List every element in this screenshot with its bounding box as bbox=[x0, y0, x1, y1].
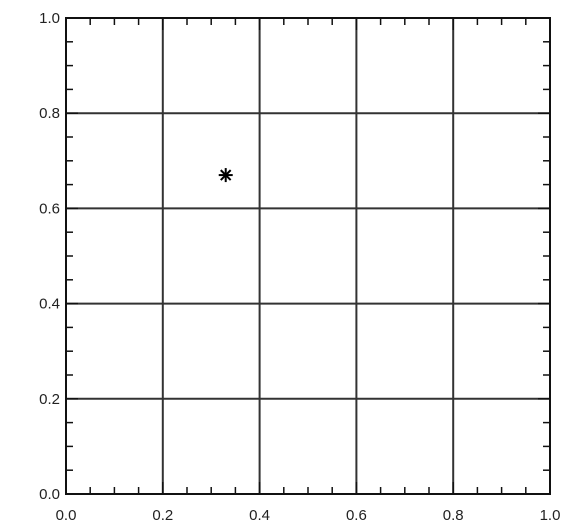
y-tick-label: 0.4 bbox=[39, 296, 60, 313]
x-tick-label: 0.0 bbox=[56, 507, 77, 524]
minor-ticks bbox=[65, 17, 551, 495]
x-axis-tick-labels: 0.0 0.2 0.4 0.6 0.8 1.0 bbox=[56, 507, 561, 524]
x-tick-label: 0.4 bbox=[249, 507, 270, 524]
data-point-asterisk bbox=[218, 168, 233, 183]
x-tick-label: 0.6 bbox=[346, 507, 367, 524]
y-tick-label: 0.2 bbox=[39, 391, 60, 408]
x-tick-label: 0.2 bbox=[152, 507, 173, 524]
x-tick-label: 0.8 bbox=[443, 507, 464, 524]
plot-frame bbox=[65, 17, 551, 495]
y-tick-label: 0.0 bbox=[39, 486, 60, 503]
grid bbox=[66, 18, 550, 494]
data-points bbox=[218, 168, 233, 183]
y-tick-label: 0.8 bbox=[39, 105, 60, 122]
y-tick-label: 0.6 bbox=[39, 200, 60, 217]
x-tick-label: 1.0 bbox=[540, 507, 561, 524]
y-axis-tick-labels: 0.0 0.2 0.4 0.6 0.8 1.0 bbox=[39, 10, 60, 503]
asterisk-stroke bbox=[220, 169, 232, 181]
y-tick-label: 1.0 bbox=[39, 10, 60, 27]
